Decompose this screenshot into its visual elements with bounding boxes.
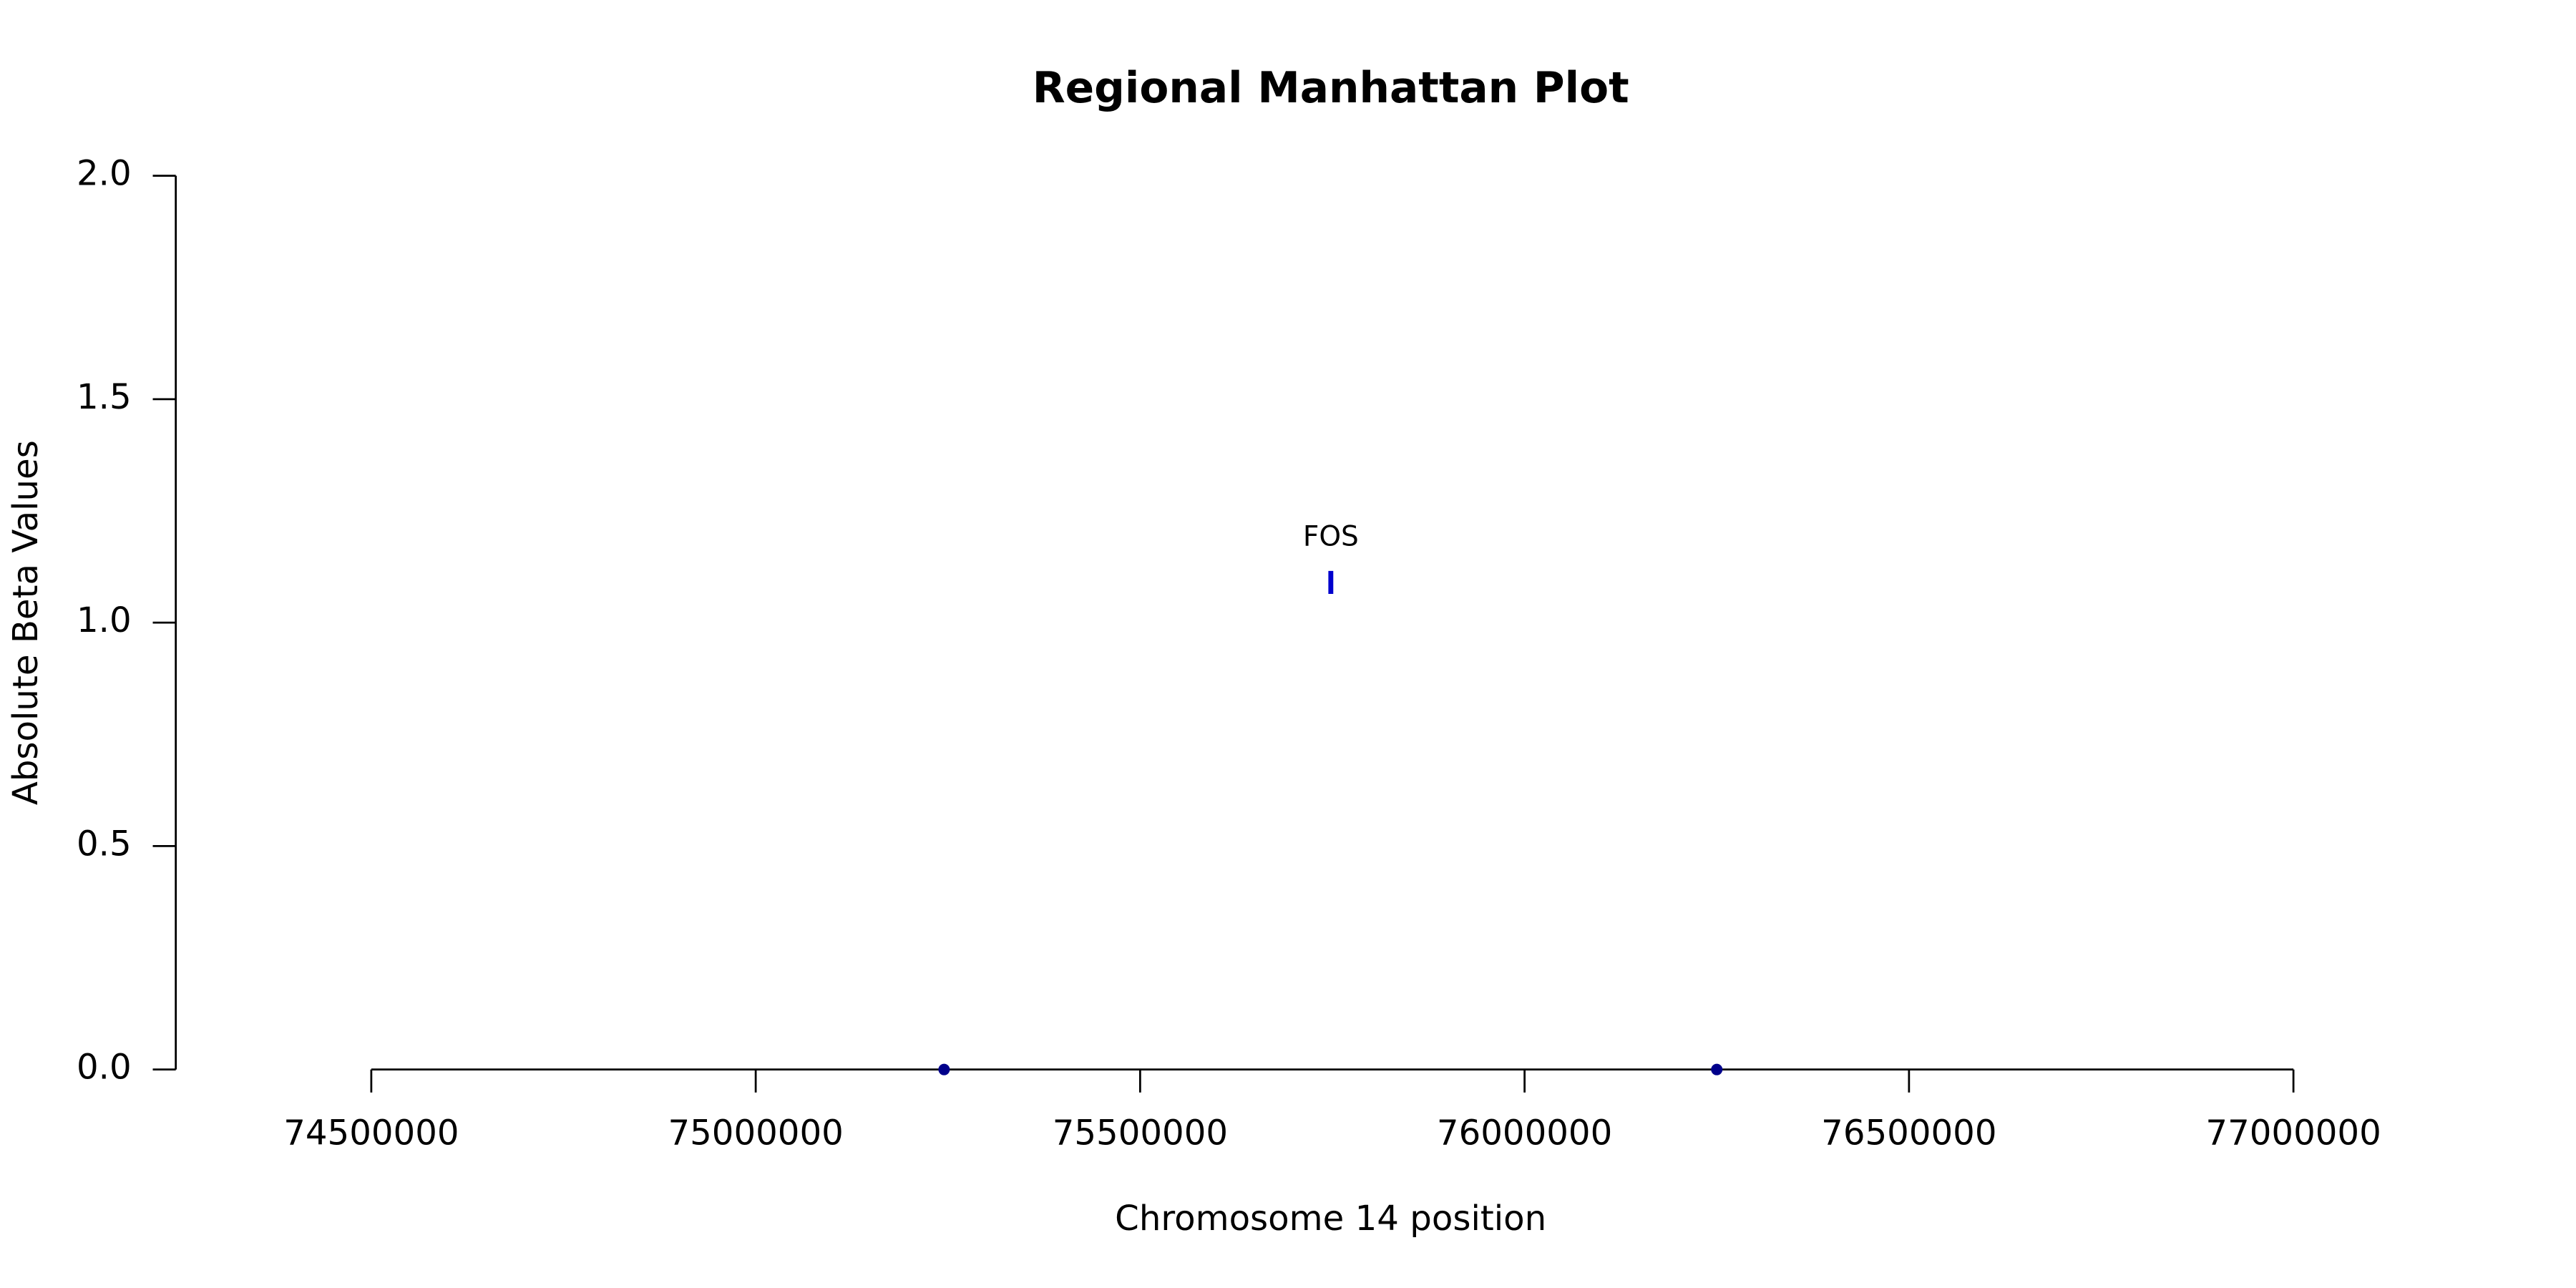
y-tick-label: 0.0: [77, 1048, 132, 1088]
y-tick-label: 1.0: [77, 600, 132, 640]
point-label: FOS: [1303, 520, 1359, 552]
x-tick-label: 75000000: [668, 1113, 843, 1153]
x-tick-label: 76000000: [1437, 1113, 1612, 1153]
x-tick-label: 75500000: [1053, 1113, 1228, 1153]
y-axis-label: Absolute Beta Values: [6, 440, 46, 805]
point-marker: [938, 1063, 950, 1075]
x-tick-label: 77000000: [2205, 1113, 2381, 1153]
point-marker: [1711, 1063, 1723, 1075]
y-tick-label: 0.5: [77, 824, 132, 864]
chart-title: Regional Manhattan Plot: [1033, 64, 1629, 113]
x-tick-label: 74500000: [283, 1113, 459, 1153]
y-tick-label: 2.0: [77, 154, 132, 194]
y-tick-label: 1.5: [77, 377, 132, 417]
x-axis-label: Chromosome 14 position: [1115, 1199, 1546, 1239]
x-tick-label: 76500000: [1821, 1113, 1996, 1153]
